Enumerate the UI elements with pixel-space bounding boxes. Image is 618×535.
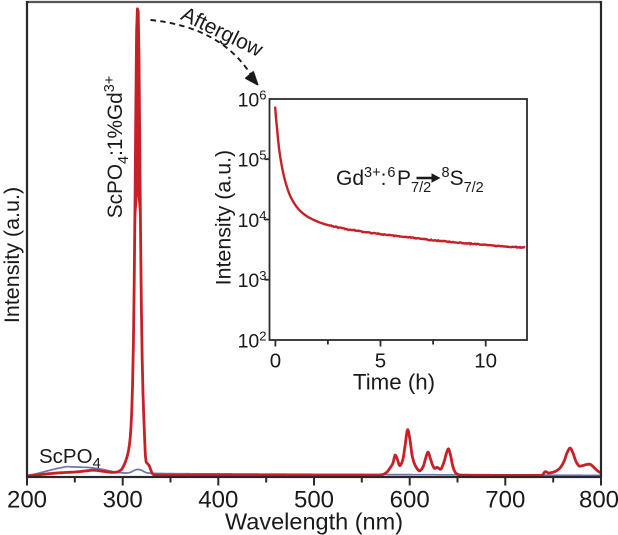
svg-text:Time (h): Time (h) <box>353 370 435 395</box>
svg-text:300: 300 <box>103 487 143 514</box>
svg-text:400: 400 <box>198 487 238 514</box>
svg-text:600: 600 <box>390 487 430 514</box>
svg-text:5: 5 <box>375 350 386 373</box>
svg-text:Intensity (a.u.): Intensity (a.u.) <box>0 187 24 323</box>
svg-text:0: 0 <box>270 350 281 373</box>
svg-text:Wavelength (nm): Wavelength (nm) <box>225 509 403 535</box>
svg-text:Intensity (a.u.): Intensity (a.u.) <box>212 150 236 286</box>
svg-text:10: 10 <box>474 350 497 373</box>
svg-text:ScPO4: ScPO4 <box>39 445 101 472</box>
svg-text:700: 700 <box>485 487 525 514</box>
svg-text:800: 800 <box>579 487 618 514</box>
svg-text:200: 200 <box>7 487 47 514</box>
svg-text:8S7/2: 8S7/2 <box>442 165 484 196</box>
svg-text:500: 500 <box>294 487 334 514</box>
